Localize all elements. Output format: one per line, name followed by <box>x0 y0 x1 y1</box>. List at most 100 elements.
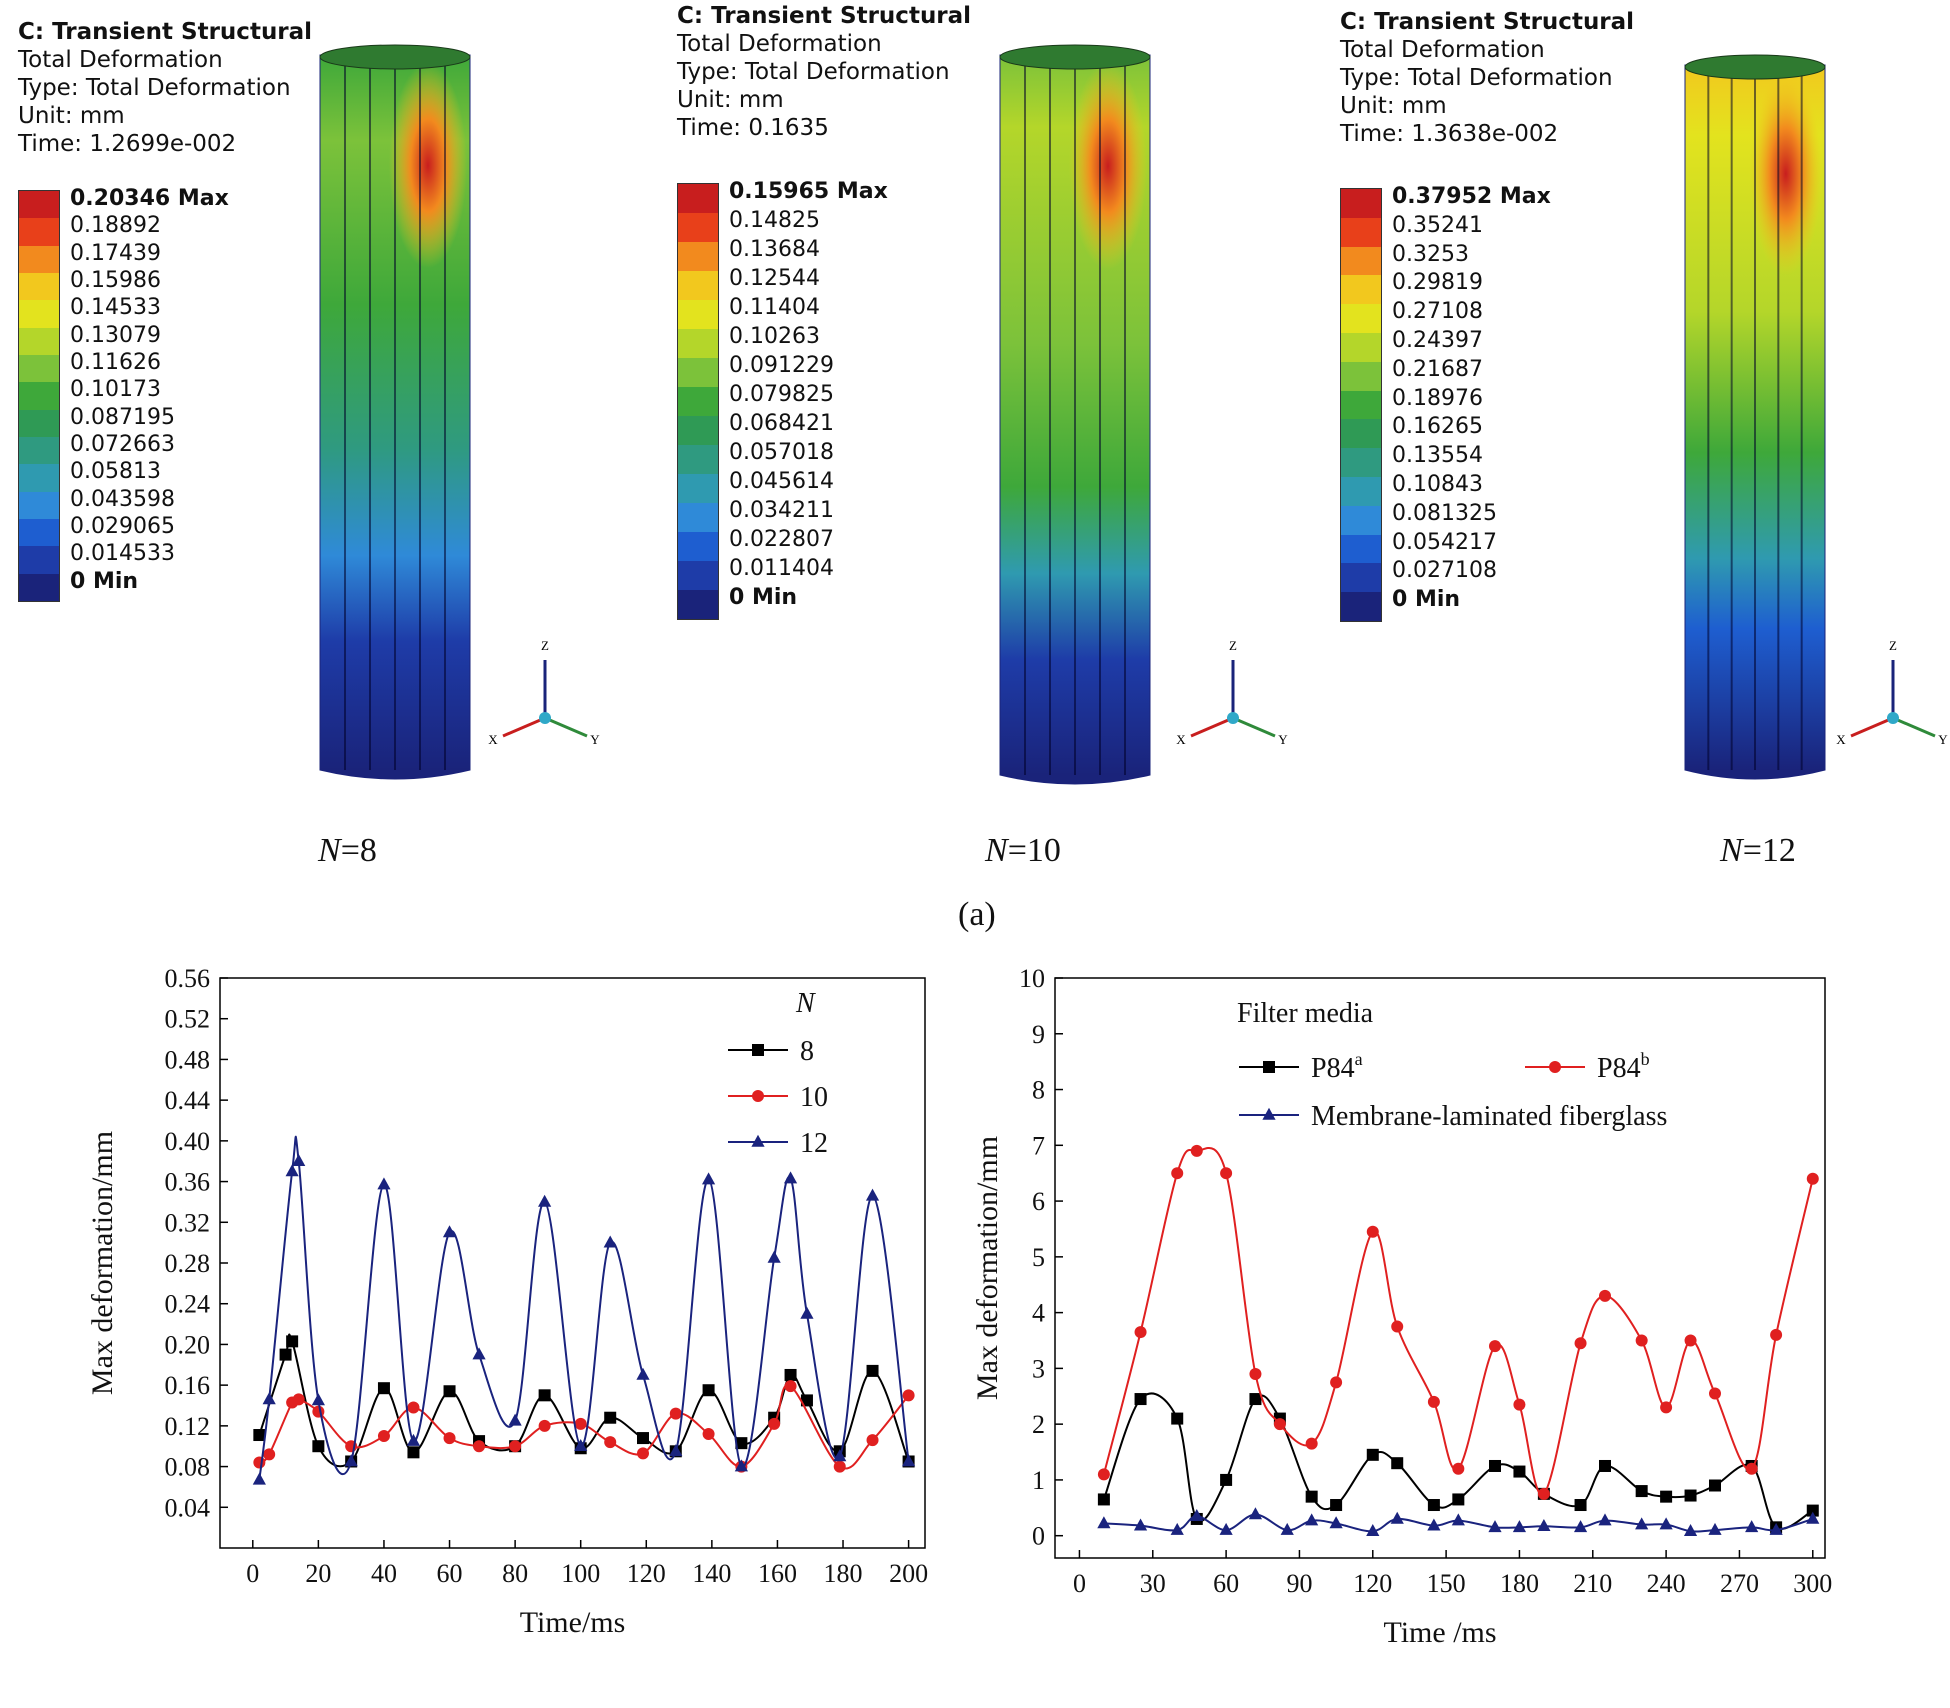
model-header-line: C: Transient Structural <box>1340 9 1635 35</box>
color-scale-segment <box>19 464 59 492</box>
x-tick-label: 300 <box>1793 1569 1832 1598</box>
color-scale-label: 0.24397 <box>1392 328 1483 353</box>
color-scale-label: 0.05813 <box>70 459 161 485</box>
color-scale-label: 0.27108 <box>1392 299 1483 325</box>
n-label-variable: N <box>1720 832 1743 869</box>
column-bottom-edge <box>999 774 1151 785</box>
n-label-value: =10 <box>1007 832 1061 869</box>
data-point <box>312 1440 325 1453</box>
data-point <box>865 1188 880 1201</box>
data-point <box>1427 1499 1440 1512</box>
x-tick-label: 100 <box>561 1559 600 1588</box>
x-tick-label: 120 <box>1353 1569 1392 1598</box>
data-point <box>279 1348 292 1361</box>
triad-label-z: Z <box>1889 638 1897 653</box>
legend-title: Filter media <box>1237 998 1374 1029</box>
panel-label: (b) <box>553 1697 593 1700</box>
data-point <box>1513 1398 1526 1411</box>
panel-a-label: (a) <box>958 896 996 933</box>
x-tick-label: 270 <box>1720 1569 1759 1598</box>
data-point <box>637 1447 649 1460</box>
color-scale-bar <box>18 190 60 602</box>
color-scale-segment <box>1341 592 1381 621</box>
data-point <box>1745 1462 1758 1475</box>
data-point <box>1659 1517 1673 1530</box>
data-point <box>752 1090 764 1102</box>
x-tick-label: 0 <box>1073 1569 1086 1598</box>
color-scale-label: 0.35241 <box>1392 212 1483 238</box>
data-point <box>406 1433 421 1446</box>
deformation-hotspot <box>1069 62 1147 270</box>
color-scale-segment <box>19 436 59 465</box>
n-label: N=10 <box>985 832 1061 870</box>
data-point <box>1280 1522 1294 1535</box>
y-tick-label: 7 <box>1032 1131 1045 1160</box>
color-scale-label: 0.045614 <box>729 469 834 494</box>
model-header-line: C: Transient Structural <box>677 3 972 29</box>
deformation-hotspot <box>389 62 467 269</box>
data-point <box>1549 1061 1561 1073</box>
data-point <box>442 1225 457 1238</box>
color-scale-segment <box>678 561 718 590</box>
color-scale-segment <box>19 218 59 246</box>
data-point <box>1745 1520 1759 1533</box>
y-tick-label: 0 <box>1032 1522 1045 1551</box>
data-point <box>637 1432 649 1445</box>
color-scale-label: 0 Min <box>729 585 798 610</box>
data-point <box>1574 1337 1587 1350</box>
color-scale-segment <box>678 329 718 358</box>
color-scale-label: 0.18976 <box>1392 385 1483 411</box>
y-tick-label: 0.20 <box>165 1330 211 1359</box>
y-axis-label: Max deformation/mm <box>86 1131 119 1395</box>
x-tick-label: 180 <box>824 1559 863 1588</box>
triad-x-axis <box>1850 716 1894 738</box>
color-scale-label: 0.054217 <box>1392 529 1497 555</box>
n-label: N=12 <box>1720 832 1796 870</box>
y-tick-label: 0.32 <box>165 1208 211 1237</box>
x-tick-label: 200 <box>889 1559 928 1588</box>
plot-frame <box>219 977 926 1549</box>
legend-title: N <box>795 988 816 1019</box>
data-point <box>669 1444 683 1457</box>
data-point <box>1249 1367 1262 1380</box>
data-point <box>286 1335 299 1348</box>
model-header-line: Time: 1.3638e-002 <box>1340 121 1559 147</box>
y-tick-label: 9 <box>1032 1020 1045 1049</box>
data-point <box>407 1446 420 1459</box>
model-header-line: Type: Total Deformation <box>677 59 950 85</box>
color-scale-label: 0.043598 <box>70 486 175 512</box>
axis-triad: Z X Y <box>1176 638 1288 747</box>
data-point <box>1599 1459 1611 1472</box>
model-header-8: C: Transient Structural Total Deformation… <box>18 18 312 158</box>
column-bottom-edge <box>1684 769 1826 780</box>
color-scale-segment <box>678 532 718 561</box>
color-scale-segment <box>1341 304 1381 333</box>
data-point <box>1660 1490 1673 1503</box>
color-scale-label: 0.13684 <box>729 237 820 262</box>
x-tick-label: 140 <box>692 1559 731 1588</box>
color-scale-label: 0.17439 <box>70 240 161 266</box>
color-scale-label: 0.12544 <box>729 266 820 291</box>
triad-x-axis <box>502 716 546 738</box>
data-point <box>1262 1107 1276 1120</box>
n-label-variable: N <box>985 832 1008 869</box>
color-scale-label: 0.11404 <box>729 295 820 320</box>
data-point <box>1097 1516 1111 1529</box>
color-scale-segment <box>1341 361 1381 391</box>
triad-label-y: Y <box>1278 732 1288 747</box>
plot-frame <box>1054 977 1826 1559</box>
data-point <box>1684 1489 1697 1502</box>
color-scale-segment <box>1341 189 1381 218</box>
color-scale-segment <box>1341 419 1381 449</box>
color-scale-segment <box>19 300 59 328</box>
data-point <box>1249 1393 1262 1406</box>
data-point <box>1390 1511 1404 1524</box>
y-tick-label: 4 <box>1032 1299 1045 1328</box>
y-tick-label: 5 <box>1032 1243 1045 1272</box>
color-scale-segment <box>1341 505 1381 535</box>
data-point <box>252 1472 266 1485</box>
data-point <box>902 1389 915 1402</box>
data-point <box>538 1419 551 1432</box>
triad-label-z: Z <box>541 638 549 653</box>
data-point <box>833 1460 846 1473</box>
